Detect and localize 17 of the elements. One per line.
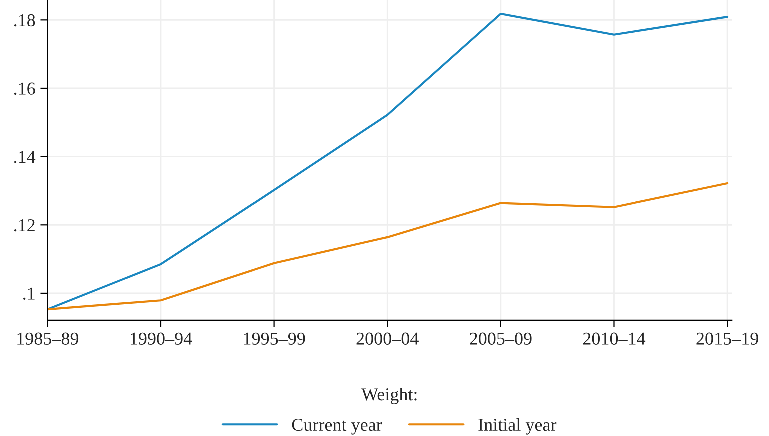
x-tick-label: 1990–94 — [130, 332, 192, 345]
x-tick-label: 2010–14 — [583, 332, 646, 345]
y-tick-label: .16 — [14, 82, 36, 96]
legend-label: Current year — [292, 418, 382, 435]
y-tick-label: .12 — [14, 219, 35, 232]
x-tick-label: 2015–19 — [696, 332, 758, 345]
legend-label: Initial year — [478, 418, 557, 435]
x-tick-label: 1985–89 — [18, 332, 79, 345]
x-tick-label: 1995–99 — [244, 332, 306, 345]
y-tick-label: .18 — [14, 14, 36, 27]
x-tick-label: 2005–09 — [470, 332, 532, 345]
x-tick-label: 2000–04 — [356, 332, 419, 345]
line-series — [48, 12, 729, 311]
y-tick-label: .1 — [24, 288, 35, 300]
legend-title: Weight: — [362, 388, 417, 404]
line-series — [48, 182, 729, 311]
y-tick-label: .14 — [14, 151, 36, 164]
